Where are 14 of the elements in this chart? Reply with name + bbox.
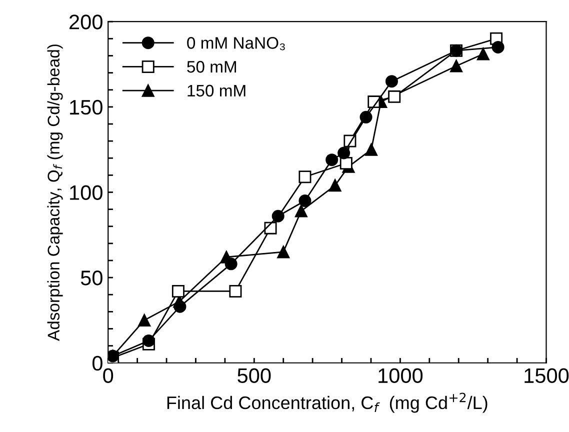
y-tick-label: 0 — [92, 356, 102, 371]
x-tick-label: 1000 — [378, 368, 423, 384]
x-tick-label: 0 — [103, 368, 114, 384]
y-tick-label: 200 — [70, 14, 102, 30]
y-axis-title: Adsorption Capacity, Q$_{f}$ (mg Cd/g-bead) — [47, 44, 63, 341]
y-tick-label: 100 — [70, 185, 102, 200]
x-tick-label: 1500 — [524, 368, 569, 384]
x-axis-title: Final Cd Concentration, C$_{f}$ (mg Cd$^{+2}$/L) — [167, 392, 488, 413]
legend-label: 50 mM — [187, 60, 236, 73]
y-tick-label: 150 — [70, 100, 102, 115]
x-tick-label: 500 — [238, 368, 271, 384]
legend-label: 150 mM — [188, 84, 246, 97]
y-tick-label: 50 — [80, 270, 102, 286]
legend-label: 0 mM NaNO₃ — [187, 37, 285, 50]
